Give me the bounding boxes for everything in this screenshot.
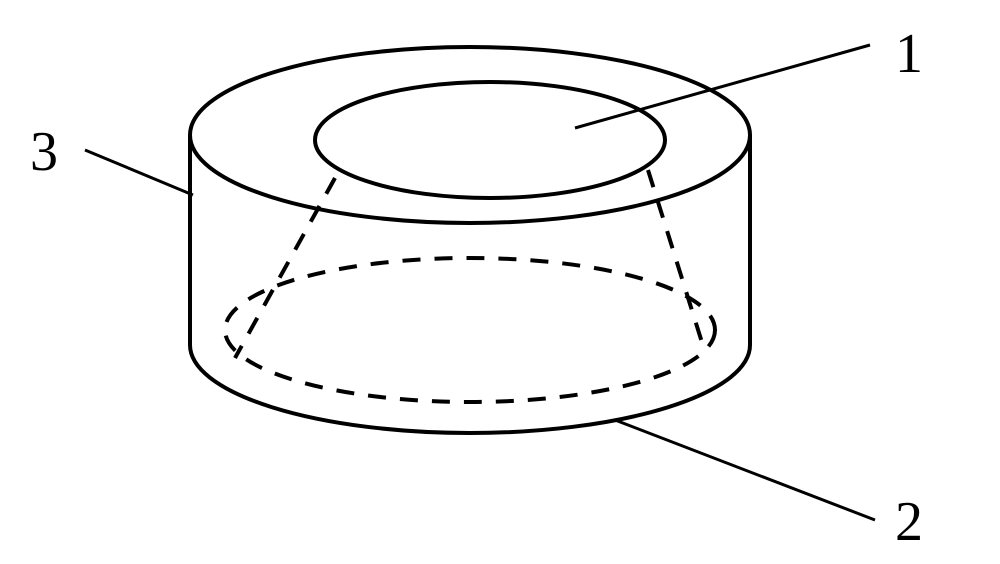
leader-l2 (615, 420, 875, 520)
label-l2: 2 (895, 491, 923, 553)
hidden-bottom-ellipse (225, 258, 715, 402)
outer-bottom-front-arc (190, 345, 750, 433)
label-l1: 1 (895, 23, 923, 85)
cone-left-dashed (235, 178, 335, 358)
leader-l1 (575, 45, 870, 128)
cone-right-dashed (648, 170, 705, 352)
label-l3: 3 (30, 121, 58, 183)
leader-l3 (85, 150, 193, 195)
inner-top-ellipse (315, 82, 665, 198)
